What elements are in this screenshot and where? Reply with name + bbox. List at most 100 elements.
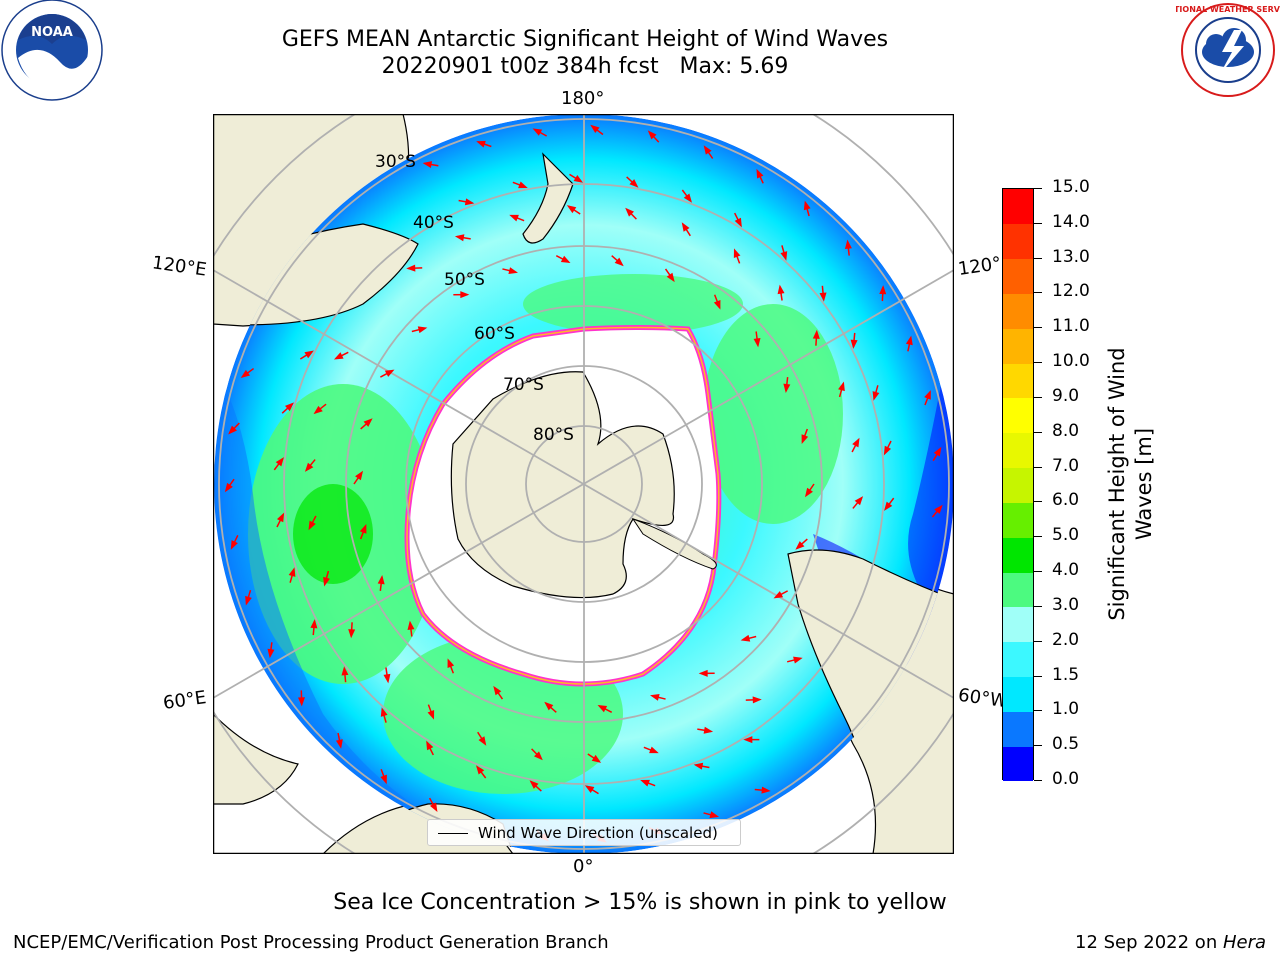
wave-arrow-head — [804, 487, 813, 498]
nws-logo: NATIONAL WEATHER SERVICE — [1162, 0, 1280, 100]
colorbar-tick-label: 10.0 — [1052, 351, 1090, 372]
wave-arrow-head — [383, 673, 391, 684]
colorbar-tick — [1034, 501, 1042, 503]
wave-arrow-head — [703, 726, 714, 734]
wave-arrow-head — [838, 381, 845, 392]
wave-arrow-head — [713, 299, 721, 310]
wave-arrow-head — [384, 369, 395, 377]
footer-date-text: 12 Sep 2022 on — [1075, 932, 1223, 953]
colorbar-title-line2: Waves [m] — [1132, 427, 1156, 541]
colorbar-tick-label: 11.0 — [1052, 316, 1090, 337]
colorbar-tick — [1034, 675, 1042, 677]
colorbar-tick-label: 8.0 — [1052, 420, 1080, 441]
wave-arrow-head — [793, 656, 803, 664]
wave-arrow-head — [454, 234, 465, 242]
wave-arrow-head — [348, 629, 356, 639]
wave-arrow-head — [304, 462, 314, 472]
wave-arrow-head — [529, 780, 539, 789]
wave-arrow-head — [629, 179, 639, 188]
lat-label-70s: 70°S — [503, 375, 544, 395]
wave-arrow-head — [683, 193, 692, 203]
wave-arrow-head — [879, 285, 887, 295]
lon-label-120e: 120°E — [150, 252, 208, 281]
new-zealand-land — [522, 152, 574, 244]
colorbar-segment — [1003, 641, 1033, 678]
legend-label: Wind Wave Direction (unscaled) — [478, 824, 718, 842]
wave-arrow-head — [905, 335, 913, 346]
colorbar-tick-label: 15.0 — [1052, 177, 1090, 197]
footer-date: 12 Sep 2022 on Hera — [1075, 932, 1266, 953]
wave-arrow-head — [681, 222, 690, 232]
colorbar-tick-label: 0.5 — [1052, 734, 1080, 755]
colorbar-segment — [1003, 502, 1033, 538]
wave-arrow-head — [597, 704, 608, 713]
colorbar-tick — [1034, 327, 1042, 329]
wave-arrow-head — [240, 369, 251, 379]
lon-label-120w: 120° — [956, 253, 1003, 280]
wave-arrow-head — [647, 130, 657, 140]
wave-arrow-head — [819, 292, 827, 302]
wave-arrow-head — [304, 350, 314, 359]
colorbar-tick — [1034, 188, 1042, 189]
wave-arrow-head — [566, 205, 577, 214]
colorbar-tick — [1034, 780, 1042, 781]
wave-arrow-head — [740, 634, 751, 642]
wave-arrow-head — [230, 540, 238, 550]
caption-text: Sea Ice Concentration > 15% is shown in … — [333, 890, 947, 915]
wave-arrow-head — [649, 746, 659, 754]
colorbar-tick-label: 13.0 — [1052, 246, 1090, 267]
footer-credit: NCEP/EMC/Verification Post Processing Pr… — [13, 932, 609, 953]
wave-arrow-head — [534, 751, 543, 761]
wave-arrow-head — [406, 264, 416, 272]
wave-arrow-head — [614, 257, 624, 267]
noaa-logo: NOAA — [0, 0, 104, 104]
colorbar-tick-label: 0.0 — [1052, 769, 1080, 789]
colorbar-tick-label: 9.0 — [1052, 385, 1080, 406]
colorbar-title-box: Significant Height of Wind Waves [m] — [1104, 334, 1158, 634]
wave-field-peak — [293, 484, 373, 584]
wave-arrow-head — [872, 391, 880, 401]
colorbar-segment — [1003, 363, 1033, 399]
lon-label-60e: 60°E — [161, 687, 208, 714]
map-border — [213, 114, 954, 854]
wave-arrow-head — [427, 709, 435, 720]
colorbar-segment — [1003, 189, 1033, 225]
wave-arrow-head — [363, 418, 373, 427]
colorbar-segment — [1003, 293, 1033, 329]
colorbar-title-line1: Significant Height of Wind — [1105, 347, 1129, 621]
wave-arrow-head — [308, 520, 316, 531]
wave-arrow-head — [666, 272, 675, 283]
wave-arrow-head — [355, 470, 364, 481]
wave-arrow-head — [752, 696, 762, 704]
colorbar-tick — [1034, 571, 1042, 573]
colorbar-segment — [1003, 572, 1033, 608]
wave-arrow-head — [884, 501, 893, 511]
colorbar-tick-label: 6.0 — [1052, 490, 1080, 511]
wave-arrow-head — [508, 267, 518, 274]
wave-arrow-head — [753, 337, 761, 348]
wave-arrow-head — [560, 255, 571, 264]
wave-arrow-head — [743, 736, 753, 744]
wave-arrow-head — [783, 383, 791, 394]
wave-arrow-head — [310, 619, 318, 629]
wave-arrow-head — [380, 774, 387, 785]
wave-arrow-head — [407, 620, 415, 631]
wave-arrow-head — [335, 739, 343, 749]
wave-arrow-head — [756, 168, 764, 179]
wave-arrow-head — [590, 124, 600, 134]
lat-label-60s: 60°S — [474, 324, 515, 344]
wave-arrow-head — [693, 762, 704, 770]
wave-arrow-head — [844, 239, 852, 250]
wave-arrow-head — [544, 701, 554, 711]
wave-arrow-head — [224, 482, 233, 493]
wave-arrow-head — [850, 339, 858, 349]
lat-label-30s: 30°S — [375, 152, 416, 172]
colorbar-segment — [1003, 258, 1033, 294]
lon-label-180: 180° — [561, 88, 605, 109]
wave-arrow-head — [245, 595, 252, 606]
wave-arrow-head — [518, 181, 528, 189]
legend-line-swatch — [438, 833, 468, 834]
wave-arrow-head — [573, 175, 584, 183]
wave-arrow-head — [275, 457, 284, 467]
colorbar-segment — [1003, 606, 1033, 643]
